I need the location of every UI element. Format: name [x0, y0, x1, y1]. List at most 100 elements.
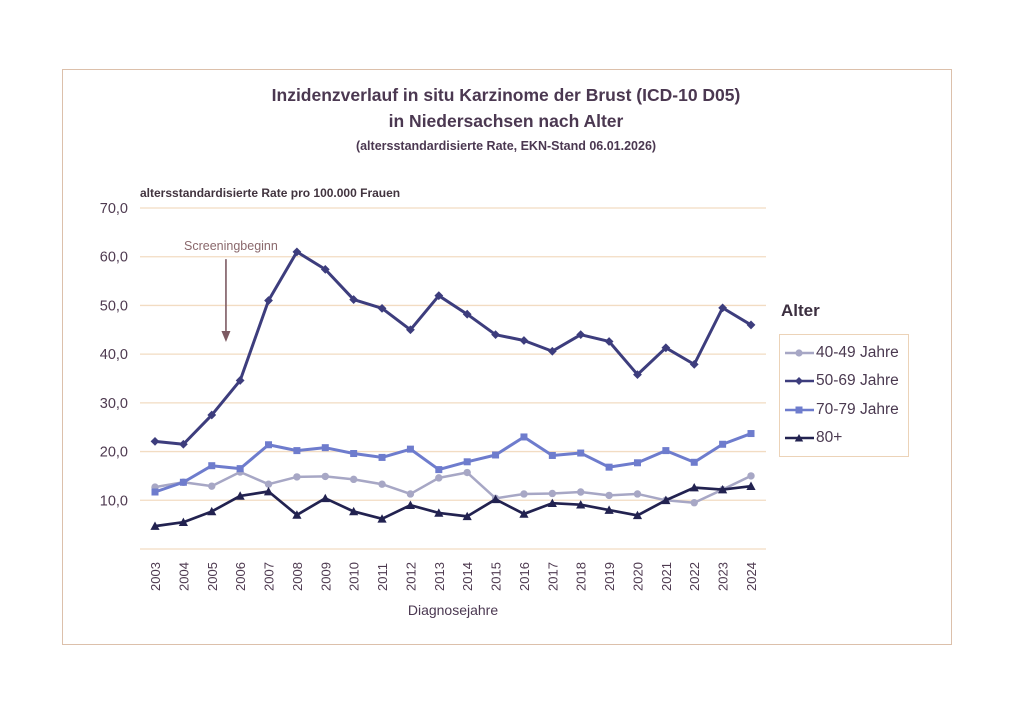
data-point-marker	[576, 500, 586, 509]
y-tick-label: 20,0	[100, 445, 128, 461]
data-point-marker	[576, 330, 586, 340]
data-point-marker	[520, 490, 528, 498]
data-point-marker	[690, 458, 698, 466]
x-tick-label: 2021	[659, 562, 674, 591]
legend-marker-diamond-icon	[785, 377, 814, 386]
data-point-marker	[689, 483, 699, 492]
data-point-marker	[462, 511, 472, 521]
data-point-marker	[151, 488, 159, 496]
data-point-marker	[178, 439, 188, 449]
data-point-marker	[378, 480, 386, 488]
x-tick-label: 2007	[262, 562, 277, 591]
data-point-marker	[633, 459, 641, 467]
data-point-marker	[492, 451, 500, 459]
x-tick-label: 2020	[630, 562, 645, 591]
data-point-marker	[661, 343, 671, 353]
data-point-marker	[747, 472, 755, 480]
data-point-marker	[264, 296, 273, 305]
x-tick-label: 2006	[233, 562, 248, 591]
data-point-marker	[349, 506, 359, 516]
data-point-marker	[435, 474, 443, 482]
x-tick-label: 2015	[489, 562, 504, 591]
data-point-marker	[178, 517, 188, 527]
data-point-marker	[463, 458, 471, 466]
data-point-marker	[490, 494, 501, 504]
screening-arrowhead	[221, 330, 231, 342]
data-point-marker	[519, 336, 529, 345]
data-point-marker	[548, 489, 557, 498]
x-tick-label: 2017	[545, 562, 560, 591]
data-point-marker	[690, 499, 698, 507]
legend-label: 70-79 Jahre	[816, 400, 899, 418]
data-point-marker	[320, 493, 330, 503]
data-point-marker	[633, 490, 642, 498]
x-tick-label: 2023	[716, 562, 731, 591]
legend-marker-square-icon	[785, 406, 814, 414]
screening-annotation-label: Screeningbeginn	[184, 239, 278, 253]
data-point-marker	[406, 325, 415, 335]
data-point-marker	[378, 453, 386, 461]
y-axis-note: altersstandardisierte Rate pro 100.000 F…	[140, 186, 401, 200]
data-point-marker	[265, 441, 273, 449]
legend-marker-triangle-icon	[785, 433, 814, 442]
data-point-marker	[718, 484, 728, 494]
data-point-marker	[406, 445, 414, 453]
data-point-marker	[689, 359, 699, 369]
data-point-marker	[263, 486, 274, 496]
data-point-marker	[434, 291, 444, 301]
data-point-marker	[235, 376, 245, 385]
data-point-marker	[747, 430, 755, 438]
data-point-marker	[605, 491, 613, 500]
x-tick-label: 2013	[432, 562, 447, 591]
series-line-80+	[153, 484, 753, 528]
data-point-marker	[405, 500, 416, 509]
data-point-marker	[406, 490, 415, 498]
x-tick-label: 2019	[602, 562, 617, 591]
data-point-marker	[350, 450, 358, 458]
chart-title-line3: (altersstandardisierte Rate, EKN-Stand 0…	[355, 139, 657, 153]
data-point-marker	[547, 498, 557, 508]
legend-label: 50-69 Jahre	[816, 372, 899, 390]
legend-item-50-69-jahre: 50-69 Jahre	[785, 372, 908, 390]
x-tick-label: 2003	[148, 562, 163, 591]
x-tick-label: 2004	[176, 562, 191, 591]
data-point-marker	[377, 514, 387, 523]
data-point-marker	[577, 488, 585, 496]
data-point-marker	[349, 475, 358, 484]
x-tick-label: 2005	[205, 562, 220, 591]
data-point-marker	[349, 295, 359, 304]
y-tick-label: 70,0	[100, 201, 128, 217]
data-point-marker	[547, 346, 557, 356]
data-point-marker	[548, 451, 556, 459]
data-point-marker	[321, 444, 329, 452]
data-point-marker	[150, 521, 160, 530]
data-point-marker	[236, 465, 244, 473]
x-tick-label: 2018	[574, 562, 589, 591]
data-point-marker	[321, 472, 329, 481]
data-point-marker	[662, 447, 670, 455]
data-point-marker	[718, 303, 728, 313]
data-point-marker	[746, 320, 756, 330]
data-point-marker	[604, 505, 614, 514]
data-point-marker	[491, 330, 500, 340]
data-point-marker	[235, 491, 245, 500]
y-tick-label: 60,0	[100, 250, 128, 266]
data-point-marker	[293, 447, 301, 455]
legend-item-40-49-jahre: 40-49 Jahre	[785, 344, 908, 362]
data-point-marker	[434, 508, 444, 517]
x-tick-label: 2014	[460, 562, 475, 591]
x-tick-label: 2012	[403, 562, 418, 591]
legend-box: 40-49 Jahre 50-69 Jahre 70-79 Jahre 80+	[779, 334, 909, 457]
data-point-marker	[208, 462, 216, 470]
legend-item-70-79-jahre: 70-79 Jahre	[785, 401, 908, 419]
data-point-marker	[520, 433, 528, 441]
y-tick-label: 30,0	[100, 396, 128, 412]
data-point-marker	[463, 468, 471, 477]
legend-item-80+: 80+	[785, 429, 908, 447]
chart-title: Inzidenzverlauf in situ Karzinome der Br…	[62, 82, 950, 156]
y-tick-label: 10,0	[100, 493, 128, 509]
y-tick-label: 50,0	[100, 298, 128, 314]
data-point-marker	[264, 480, 273, 488]
